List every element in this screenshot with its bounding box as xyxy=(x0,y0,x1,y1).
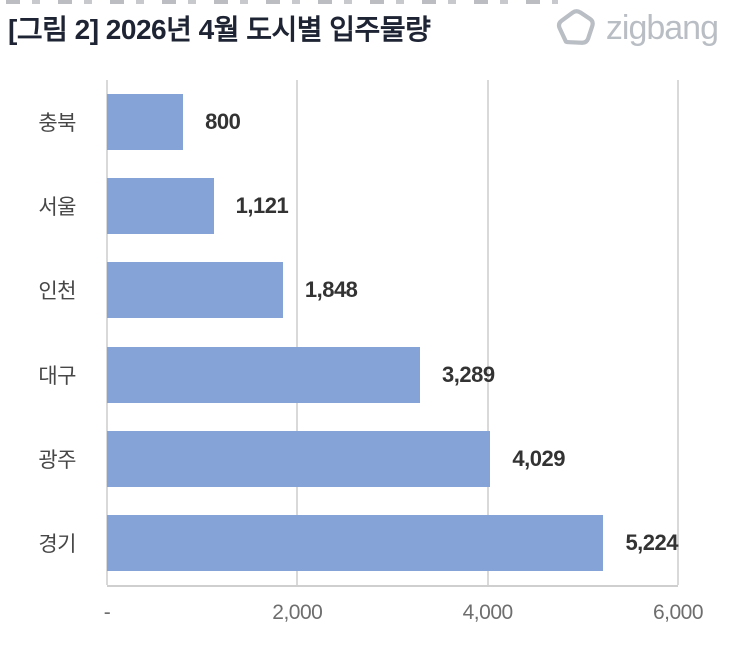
category-label: 경기 xyxy=(38,532,76,556)
header: [그림 2] 2026년 4월 도시별 입주물량 zigbang xyxy=(8,8,719,48)
value-label: 800 xyxy=(205,109,241,135)
zigbang-logo: zigbang xyxy=(553,8,719,48)
gridline xyxy=(677,80,679,585)
bar-row: 서울 1,121 xyxy=(38,164,678,248)
bar xyxy=(107,346,420,403)
zigbang-logo-text: zigbang xyxy=(605,9,719,47)
bar xyxy=(107,430,491,487)
value-label: 3,289 xyxy=(442,361,495,387)
bar-row: 충북 800 xyxy=(38,80,678,164)
x-tick-label: 2,000 xyxy=(272,601,323,624)
bar-rows: 충북 800 서울 1,121 인천 1,848 대구 3,289 광주 4,029 경기 5,224 xyxy=(38,80,678,585)
x-tick-label: 4,000 xyxy=(462,601,514,624)
x-axis: - 2,000 4,000 6,000 xyxy=(103,601,704,633)
x-tick-label: 6,000 xyxy=(652,601,704,624)
gridline xyxy=(296,80,299,585)
value-label: 1,121 xyxy=(235,193,289,219)
bar xyxy=(107,178,214,235)
bar xyxy=(107,514,604,571)
bar xyxy=(107,262,283,319)
category-label: 인천 xyxy=(38,280,76,304)
bar-chart-plot-area: 충북 800 서울 1,121 인천 1,848 대구 3,289 광주 4,029 경기 5,224 xyxy=(38,80,679,587)
category-label: 대구 xyxy=(38,364,76,388)
cropped-text-artifact xyxy=(6,0,558,4)
value-label: 5,224 xyxy=(625,529,678,555)
x-tick-label: - xyxy=(103,601,111,624)
value-label: 4,029 xyxy=(512,445,565,471)
bar-row: 인천 1,848 xyxy=(38,248,678,332)
chart-title: [그림 2] 2026년 4월 도시별 입주물량 xyxy=(8,14,431,45)
value-label: 1,848 xyxy=(304,277,358,303)
y-axis-line xyxy=(106,80,108,585)
category-label: 서울 xyxy=(38,196,76,220)
gridline xyxy=(486,80,489,585)
category-label: 충북 xyxy=(38,112,76,136)
zigbang-logo-icon xyxy=(553,8,597,48)
bar xyxy=(107,94,184,151)
bar-row: 대구 3,289 xyxy=(38,333,678,417)
bar-row: 경기 5,224 xyxy=(38,501,678,585)
bar-row: 광주 4,029 xyxy=(38,417,678,501)
category-label: 광주 xyxy=(38,448,76,472)
